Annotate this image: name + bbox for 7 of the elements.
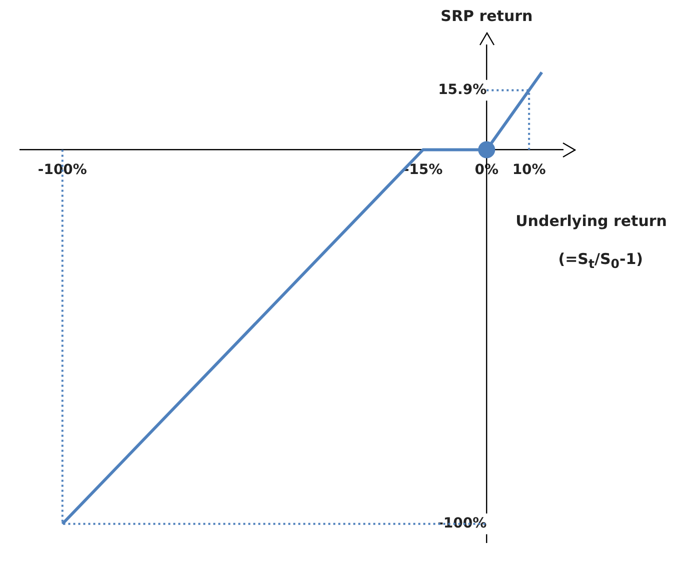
x-tick-label: -100% [38, 162, 87, 178]
x-tick-label: -15% [403, 162, 443, 178]
y-tick-label: 15.9% [438, 82, 487, 98]
x-axis-title: Underlying return [516, 212, 667, 230]
y-axis-title: SRP return [440, 7, 533, 25]
annotation: (=S$_{t}$/S$_{0}$-1) [558, 250, 643, 271]
x-tick-label: 10% [512, 162, 546, 178]
